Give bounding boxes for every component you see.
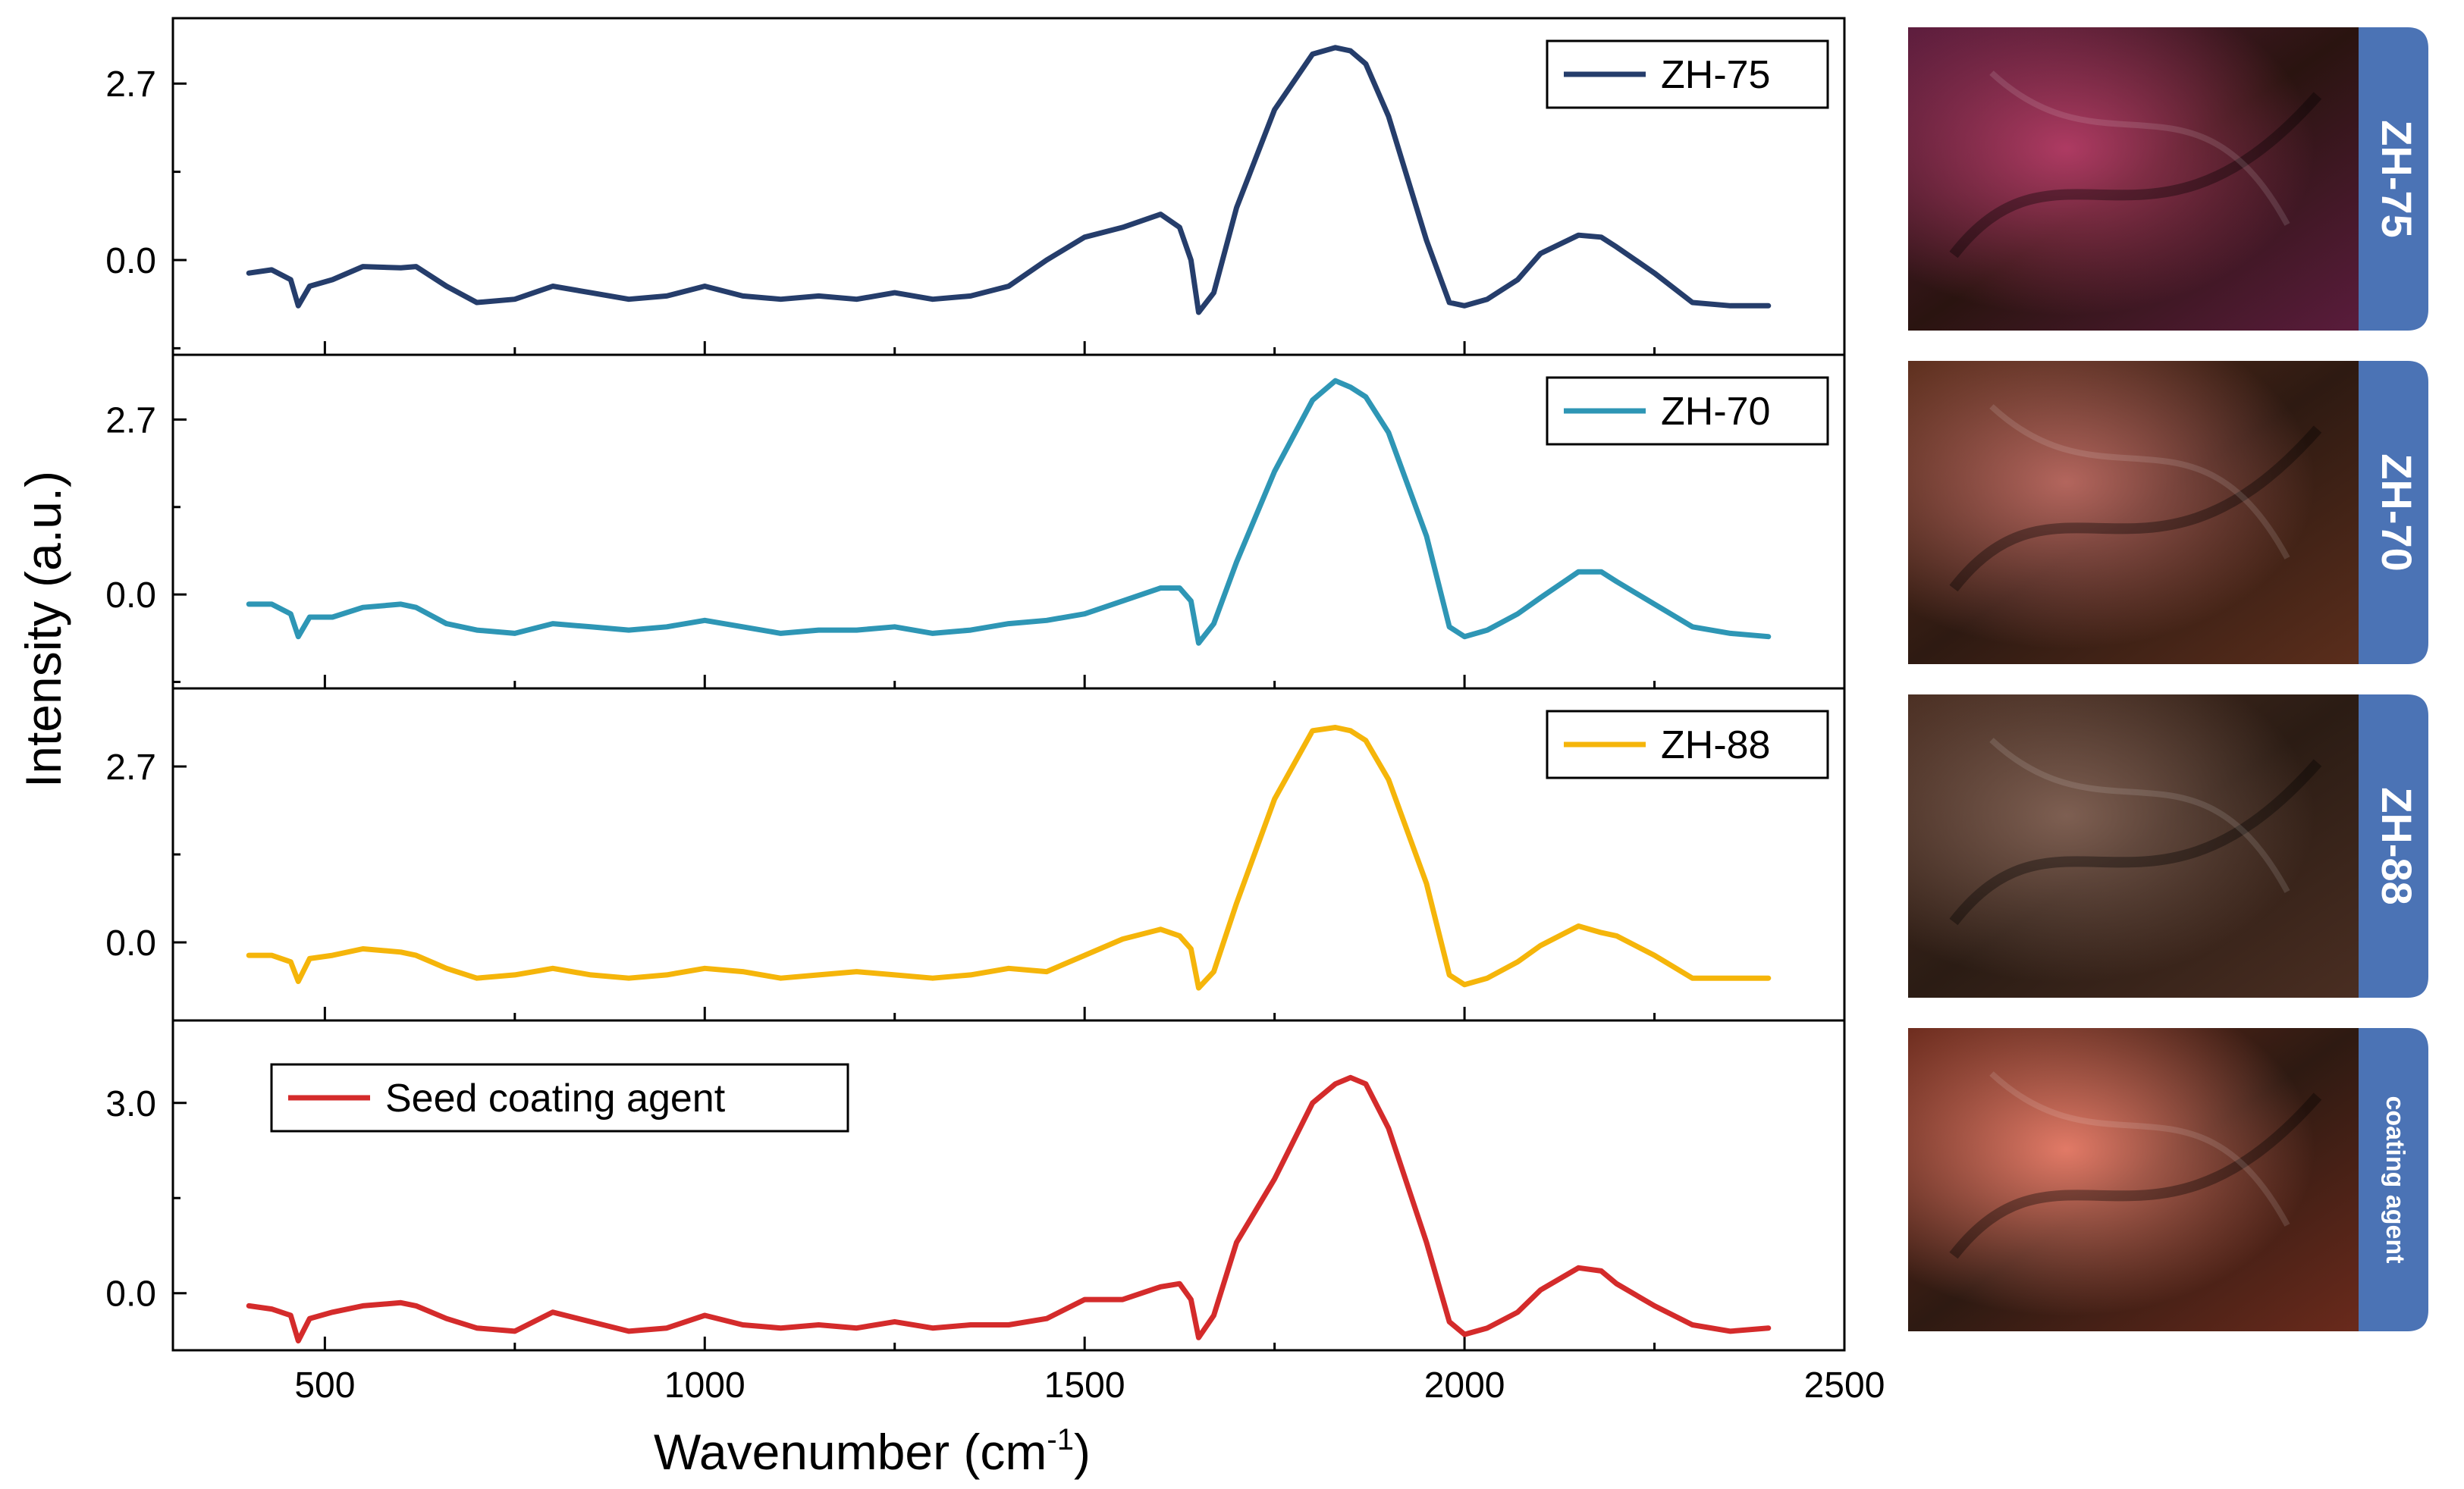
- x-axis-title-close: ): [1074, 1424, 1091, 1480]
- panel-2: 0.0 2.7 ZH-70: [105, 353, 1846, 690]
- panel-4: 0.0 3.0 Seed coating agent: [105, 1019, 1846, 1352]
- y-tick-label: 0.0: [105, 575, 156, 616]
- label-tab: [2359, 1028, 2428, 1331]
- legend-label: ZH-75: [1661, 53, 1770, 97]
- micrograph-texture: [1989, 738, 2290, 893]
- legend-label: ZH-88: [1661, 723, 1770, 767]
- series-line: [246, 45, 1772, 315]
- panel-3: 0.0 2.7 ZH-88: [105, 687, 1846, 1022]
- micrograph-3: ZH-88: [1908, 694, 2428, 998]
- x-axis-title-superscript: -1: [1047, 1423, 1074, 1456]
- label-tab-text: coating agent: [2381, 1096, 2409, 1263]
- micrograph-4: coating agent: [1908, 1028, 2428, 1331]
- micrograph-column: ZH-75 ZH-70 ZH-88 coating agent: [1908, 27, 2428, 1331]
- micrograph-2: ZH-70: [1908, 361, 2428, 664]
- x-tick-label: 2000: [1424, 1365, 1505, 1406]
- panel-frame: [171, 1019, 1846, 1352]
- y-tick-label: 3.0: [105, 1084, 156, 1124]
- micrograph-1: ZH-75: [1908, 27, 2428, 331]
- x-tick-label: 1000: [664, 1365, 745, 1406]
- label-tab-text: ZH-88: [2373, 787, 2421, 905]
- x-axis-title: Wavenumber (cm-1): [654, 1423, 1091, 1480]
- x-axis-title-main: Wavenumber (cm: [654, 1424, 1047, 1480]
- micrograph-texture: [1989, 1071, 2290, 1227]
- label-tab: [2359, 694, 2428, 998]
- legend: ZH-75: [1546, 39, 1829, 109]
- micrograph-texture: [1949, 1092, 2322, 1259]
- series-line: [246, 725, 1772, 991]
- micrograph-texture: [1989, 71, 2290, 226]
- legend: ZH-88: [1546, 710, 1829, 779]
- y-tick-label: 2.7: [105, 64, 156, 105]
- legend-label: ZH-70: [1661, 390, 1770, 434]
- micrograph-texture: [1949, 759, 2322, 926]
- y-tick-label: 0.0: [105, 923, 156, 964]
- y-tick-label: 0.0: [105, 241, 156, 281]
- y-tick-label: 0.0: [105, 1274, 156, 1315]
- micrograph-highlight: [1908, 27, 2360, 331]
- micrograph-texture: [1989, 404, 2290, 560]
- micrograph-texture: [1949, 92, 2322, 259]
- micrograph-highlight: [1908, 1028, 2360, 1331]
- plot-area: 0.0 2.7 ZH-75 0.0 2.7 ZH-70 0.0 2.7 ZH-88 0.0 3.0 S…: [105, 17, 1885, 1406]
- legend-label: Seed coating agent: [385, 1077, 726, 1121]
- y-tick-label: 2.7: [105, 400, 156, 440]
- y-tick-label: 2.7: [105, 748, 156, 788]
- micrograph-highlight: [1908, 361, 2360, 664]
- legend: Seed coating agent: [270, 1063, 849, 1133]
- label-tab-text: ZH-70: [2373, 453, 2421, 572]
- label-tab: [2359, 27, 2428, 331]
- micrograph-highlight: [1908, 694, 2360, 998]
- x-tick-label: 2500: [1804, 1365, 1885, 1406]
- label-tab: [2359, 361, 2428, 664]
- x-tick-label: 1500: [1044, 1365, 1125, 1406]
- series-line: [246, 378, 1772, 646]
- panel-1: 0.0 2.7 ZH-75: [105, 17, 1846, 356]
- y-axis-title: Intensity (a.u.): [15, 471, 71, 788]
- micrograph-texture: [1949, 425, 2322, 592]
- x-tick-label: 500: [294, 1365, 355, 1406]
- label-tab-text: ZH-75: [2373, 120, 2421, 238]
- legend: ZH-70: [1546, 376, 1829, 446]
- series-line: [246, 1074, 1772, 1343]
